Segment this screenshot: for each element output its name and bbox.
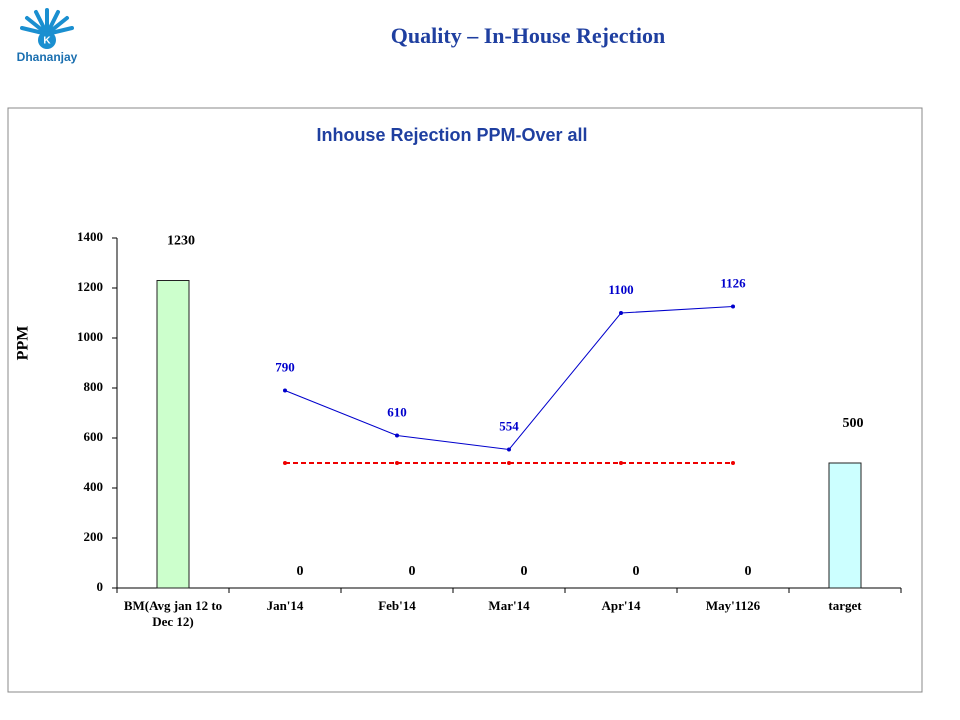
bar <box>156 280 190 589</box>
point <box>395 461 399 465</box>
bar-label: 1230 <box>167 234 195 249</box>
x-tick-label: Apr'14 <box>601 598 641 613</box>
bar-label: 500 <box>843 416 864 431</box>
bar-label: 0 <box>297 564 304 579</box>
y-tick-label: 600 <box>84 429 104 444</box>
chart-title: Inhouse Rejection PPM-Over all <box>316 125 587 145</box>
svg-text:K: K <box>43 36 51 47</box>
x-tick-label: target <box>828 598 862 613</box>
x-tick-label: Mar'14 <box>488 598 530 613</box>
point <box>507 461 511 465</box>
point <box>619 311 623 315</box>
y-tick-label: 400 <box>84 479 104 494</box>
x-tick-label: Feb'14 <box>378 598 416 613</box>
point <box>731 461 735 465</box>
y-tick-label: 1200 <box>77 279 103 294</box>
slide-title: Quality – In-House Rejection <box>391 23 665 48</box>
y-tick-label: 200 <box>84 529 104 544</box>
y-tick-label: 1400 <box>77 229 103 244</box>
y-tick-label: 0 <box>97 579 104 594</box>
bar <box>828 462 862 589</box>
point <box>731 304 735 309</box>
logo-text: Dhananjay <box>17 50 78 64</box>
logo: K Dhananjay <box>17 8 78 64</box>
point-label: 554 <box>499 418 519 433</box>
point-label: 610 <box>387 404 407 419</box>
point <box>283 461 287 465</box>
bar-label: 0 <box>745 564 752 579</box>
point <box>395 433 399 438</box>
x-tick-label: Jan'14 <box>266 598 304 613</box>
y-tick-label: 1000 <box>77 329 103 344</box>
point <box>507 447 511 452</box>
point <box>283 388 287 393</box>
x-tick-label: BM(Avg jan 12 to Dec 12) <box>123 598 223 629</box>
x-tick-label: May'1126 <box>705 598 761 613</box>
bar-label: 0 <box>521 564 528 579</box>
point <box>619 461 623 465</box>
y-tick-label: 800 <box>84 379 104 394</box>
point-label: 1126 <box>720 275 746 290</box>
point-label: 790 <box>275 359 295 374</box>
bar-label: 0 <box>409 564 416 579</box>
point-label: 1100 <box>608 282 633 297</box>
y-axis-label: PPM <box>15 326 32 361</box>
bar-label: 0 <box>633 564 640 579</box>
